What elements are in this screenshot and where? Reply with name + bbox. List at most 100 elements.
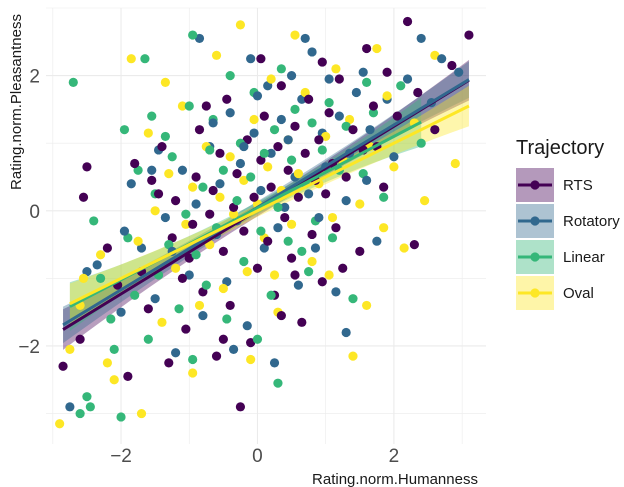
point-oval [126, 54, 136, 64]
legend-label: Oval [563, 285, 594, 302]
point-rts [235, 402, 246, 412]
legend-item-rotatory: Rotatory [516, 204, 620, 238]
legend: Trajectory RTS Rotatory Linear Oval [516, 137, 620, 310]
legend-label: Linear [563, 249, 605, 266]
point-rts [341, 172, 351, 182]
point-linear [75, 408, 85, 419]
point-rts [143, 304, 153, 314]
legend-key-point [530, 216, 540, 226]
point-rotatory [341, 196, 351, 206]
point-rotatory [389, 152, 399, 162]
point-rts [368, 101, 379, 111]
point-oval [399, 243, 409, 253]
legend-keys: RTS Rotatory Linear Oval [516, 168, 620, 310]
point-oval [379, 223, 389, 233]
point-linear [222, 314, 232, 324]
point-rts [123, 371, 133, 382]
point-rts [402, 16, 413, 27]
point-oval [171, 263, 181, 273]
legend-title: Trajectory [516, 137, 604, 159]
point-linear [143, 334, 153, 344]
point-rotatory [416, 33, 426, 44]
point-oval [157, 317, 167, 327]
point-rotatory [119, 226, 130, 236]
point-linear [256, 226, 266, 236]
point-rts [447, 60, 457, 71]
legend-item-linear: Linear [516, 240, 605, 274]
point-oval [65, 344, 75, 354]
point-linear [368, 108, 379, 118]
point-oval [235, 20, 246, 30]
point-rts [232, 169, 242, 179]
point-linear [205, 145, 215, 155]
point-linear [160, 131, 170, 142]
y-tick-label: 0 [29, 202, 40, 223]
fit-lines [62, 78, 470, 331]
x-axis-ticks: −2 0 2 [110, 446, 399, 467]
point-rotatory [331, 287, 341, 297]
point-rts [218, 334, 228, 344]
point-rotatory [171, 348, 181, 358]
point-rotatory [269, 358, 280, 368]
point-oval [109, 375, 119, 385]
point-linear [297, 246, 307, 256]
point-rts [324, 108, 334, 118]
point-linear [252, 334, 263, 344]
point-rts [290, 121, 300, 131]
point-rts [259, 111, 269, 121]
point-rts [194, 125, 205, 135]
point-rts [177, 273, 188, 283]
point-rotatory [252, 91, 263, 101]
grid [46, 7, 486, 444]
point-rts [222, 94, 232, 104]
point-linear [416, 138, 426, 148]
point-rotatory [266, 148, 276, 158]
point-rotatory [324, 74, 334, 84]
point-oval [150, 206, 160, 216]
point-oval [160, 77, 170, 87]
point-rotatory [454, 67, 464, 77]
point-rts [331, 223, 341, 233]
point-rotatory [358, 67, 368, 77]
point-rotatory [235, 158, 246, 169]
legend-key-point [530, 180, 540, 190]
point-linear [167, 152, 177, 162]
point-oval [246, 354, 256, 365]
point-oval [420, 196, 430, 206]
point-rts [348, 125, 358, 135]
point-linear [396, 81, 406, 91]
point-linear [269, 125, 280, 135]
point-rts [256, 54, 266, 64]
point-rts [171, 196, 181, 206]
legend-item-rts: RTS [516, 168, 593, 202]
point-rts [355, 246, 365, 256]
point-linear [85, 402, 95, 412]
point-rotatory [194, 33, 205, 44]
point-rotatory [437, 54, 447, 64]
point-linear [89, 216, 99, 226]
point-rts [382, 67, 392, 77]
point-oval [136, 408, 147, 419]
point-linear [68, 77, 78, 87]
point-oval [188, 368, 198, 378]
point-rotatory [126, 179, 136, 189]
point-rts [157, 141, 167, 152]
point-rotatory [249, 128, 259, 138]
point-oval [348, 351, 358, 361]
point-rts [307, 229, 317, 240]
point-oval [164, 169, 174, 179]
x-tick-label: −2 [110, 446, 132, 467]
point-rts [317, 277, 327, 287]
point-oval [95, 250, 106, 260]
point-oval [249, 114, 259, 125]
point-oval [286, 219, 297, 229]
point-linear [324, 98, 334, 108]
point-linear [246, 172, 256, 182]
point-linear [191, 250, 201, 260]
point-rotatory [307, 47, 317, 57]
point-oval [143, 128, 153, 138]
point-linear [225, 70, 235, 81]
point-rts [164, 358, 174, 368]
point-linear [232, 196, 242, 206]
point-linear [266, 290, 276, 300]
